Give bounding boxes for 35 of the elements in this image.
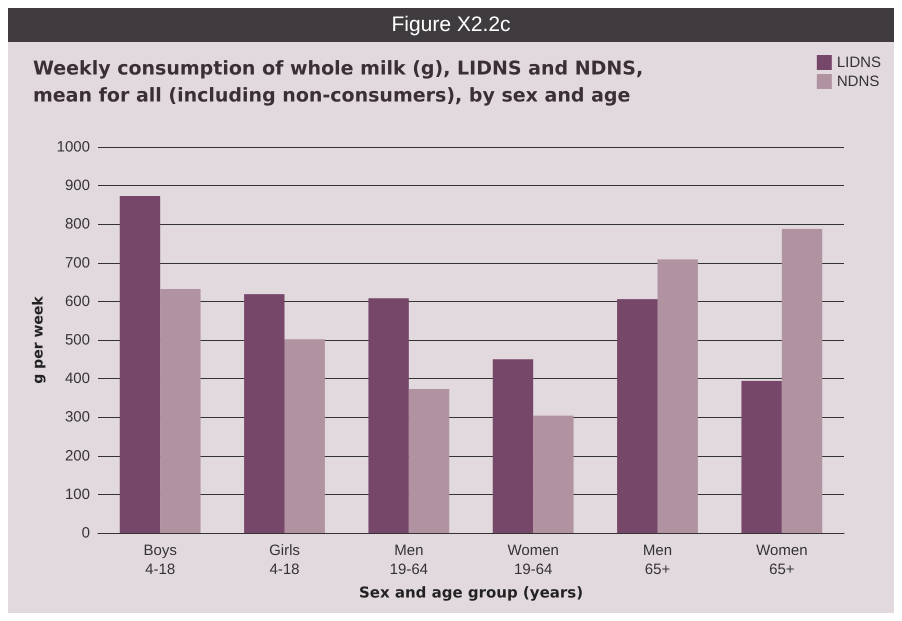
bar xyxy=(244,294,284,533)
x-tick-label: Men 65+ xyxy=(642,542,672,578)
chart-title: Figure X2.2c xyxy=(8,8,894,42)
y-tick-label: 600 xyxy=(64,292,90,310)
chart-subtitle: Weekly consumption of whole milk (g), LIDNS and NDNS, mean for all (including non-consumers), by sex and age xyxy=(33,58,644,106)
bar xyxy=(741,380,782,533)
y-tick-label: 0 xyxy=(82,524,90,542)
y-tick-label: 1000 xyxy=(56,138,90,156)
y-tick-label: 800 xyxy=(64,216,90,233)
x-tick-label: Boys 4-18 xyxy=(143,542,177,578)
x-tick-label: Girls 4-18 xyxy=(269,542,300,578)
y-tick-label: 300 xyxy=(64,408,90,426)
bar xyxy=(368,298,409,533)
x-tick-label: Women 19-64 xyxy=(507,542,559,578)
x-axis-title: Sex and age group (years) xyxy=(358,584,584,602)
y-tick-label: 900 xyxy=(64,177,90,194)
y-tick-label: 200 xyxy=(64,447,90,464)
bar xyxy=(617,299,658,533)
y-tick-label: 100 xyxy=(64,486,90,503)
y-tick-label: 500 xyxy=(64,332,90,348)
x-tick-label: Women 65+ xyxy=(756,542,808,578)
y-axis-title: g per week xyxy=(30,296,47,384)
bar xyxy=(658,259,698,533)
y-tick-label: 400 xyxy=(64,370,90,388)
bar xyxy=(533,416,574,533)
bar xyxy=(408,389,450,533)
bar xyxy=(284,339,325,533)
bar xyxy=(782,228,822,533)
legend-label: LIDNS xyxy=(836,54,882,71)
y-tick-label: 700 xyxy=(64,254,90,272)
legend-label: NDNS xyxy=(836,73,880,90)
x-tick-label: Men 19-64 xyxy=(390,542,428,578)
bar xyxy=(160,289,201,533)
bar xyxy=(120,196,160,533)
bar xyxy=(492,359,534,533)
